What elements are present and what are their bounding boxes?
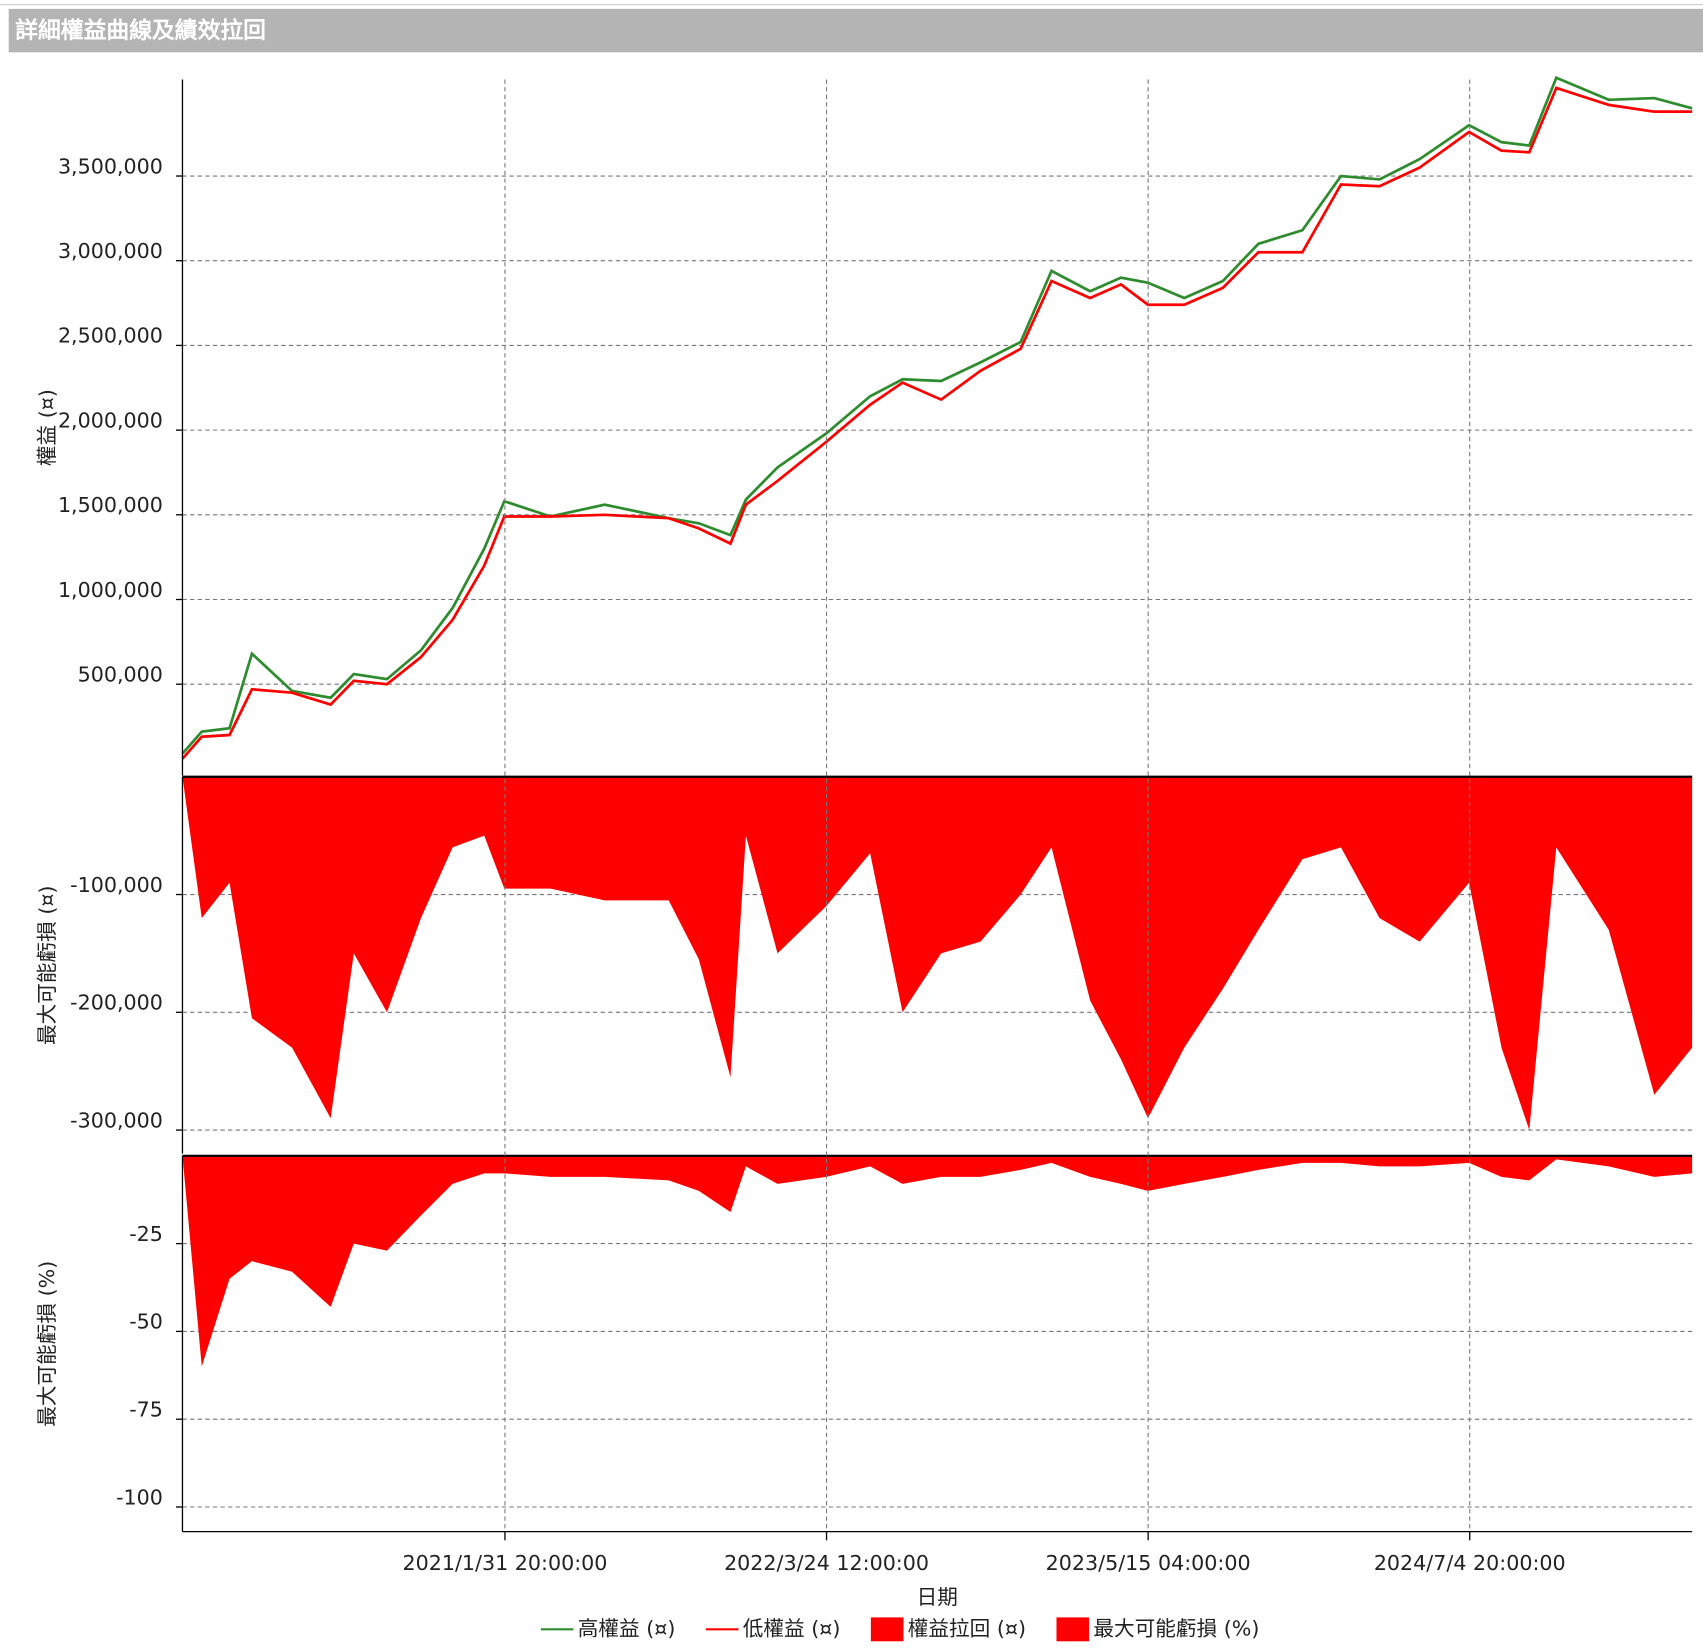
y-tick-label: -100 bbox=[116, 1485, 163, 1509]
equity-line bbox=[181, 75, 1693, 755]
y-tick-label: -200,000 bbox=[70, 991, 163, 1015]
y-tick-label: 2,500,000 bbox=[58, 324, 163, 348]
legend-label: 最大可能虧損 (%) bbox=[1093, 1616, 1259, 1640]
y-tick-label: 1,500,000 bbox=[58, 493, 163, 517]
legend-label: 低權益 (¤) bbox=[743, 1616, 841, 1640]
y-tick-label: 3,000,000 bbox=[58, 239, 163, 263]
equity-line bbox=[181, 86, 1693, 760]
title-bar bbox=[8, 8, 1703, 53]
drawdown-area bbox=[182, 776, 1693, 1131]
y-tick-label: -50 bbox=[129, 1310, 163, 1334]
y-tick-label: 1,000,000 bbox=[58, 578, 163, 602]
y-tick-label: -75 bbox=[129, 1398, 163, 1422]
y-tick-label: 500,000 bbox=[78, 663, 163, 687]
legend-swatch bbox=[870, 1617, 904, 1642]
legend-swatch bbox=[1056, 1617, 1090, 1642]
y-axis-label: 權益 (¤) bbox=[35, 389, 59, 466]
x-tick-label: 2022/3/24 12:00:00 bbox=[724, 1551, 929, 1575]
y-tick-label: 3,500,000 bbox=[58, 154, 163, 178]
legend-label: 高權益 (¤) bbox=[578, 1616, 676, 1640]
y-axis-label: 最大可能虧損 (%) bbox=[35, 1261, 59, 1427]
x-tick-label: 2024/7/4 20:00:00 bbox=[1374, 1551, 1566, 1575]
y-axis-label: 最大可能虧損 (¤) bbox=[35, 885, 59, 1045]
drawdown-area bbox=[182, 1155, 1693, 1367]
legend-label: 權益拉回 (¤) bbox=[908, 1616, 1026, 1640]
x-tick-label: 2021/1/31 20:00:00 bbox=[402, 1551, 607, 1575]
y-tick-label: -100,000 bbox=[70, 873, 163, 897]
y-tick-label: -25 bbox=[129, 1222, 163, 1246]
y-tick-label: 2,000,000 bbox=[58, 408, 163, 432]
y-tick-label: -300,000 bbox=[70, 1108, 163, 1132]
x-tick-label: 2023/5/15 04:00:00 bbox=[1046, 1551, 1251, 1575]
x-axis-label: 日期 bbox=[917, 1585, 958, 1609]
chart-title: 詳細權益曲線及績效拉回 bbox=[15, 17, 266, 44]
